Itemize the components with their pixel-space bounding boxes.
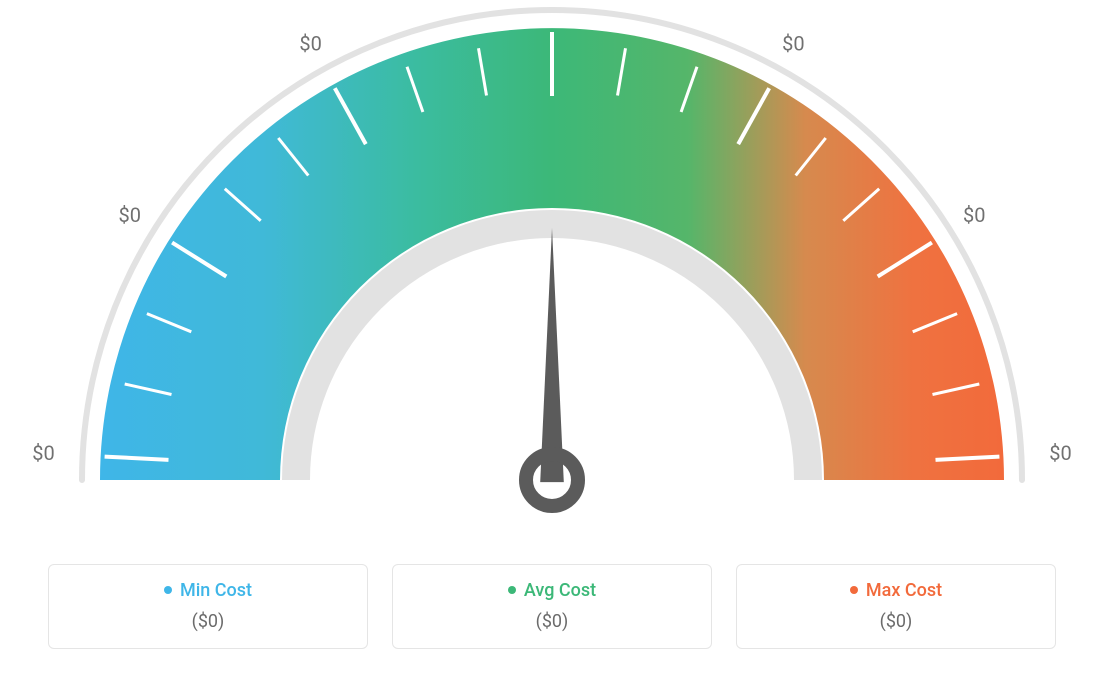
gauge-scale-label: $0: [963, 203, 985, 227]
legend-row: Min Cost ($0) Avg Cost ($0) Max Cost ($0…: [0, 564, 1104, 649]
legend-dot-icon: [508, 586, 516, 594]
legend-label-min-text: Min Cost: [180, 580, 252, 601]
legend-card-avg: Avg Cost ($0): [392, 564, 712, 649]
legend-label-avg: Avg Cost: [508, 580, 596, 601]
gauge-scale-label: $0: [32, 441, 54, 465]
gauge-scale-label: $0: [1049, 441, 1071, 465]
legend-label-avg-text: Avg Cost: [524, 580, 596, 601]
legend-card-max: Max Cost ($0): [736, 564, 1056, 649]
legend-dot-icon: [164, 586, 172, 594]
legend-card-min: Min Cost ($0): [48, 564, 368, 649]
gauge-svg: $0$0$0$0$0$0$0: [0, 0, 1104, 560]
legend-label-max-text: Max Cost: [866, 580, 942, 601]
legend-label-max: Max Cost: [850, 580, 942, 601]
legend-value-avg: ($0): [405, 611, 699, 632]
gauge-scale-label: $0: [782, 31, 804, 55]
gauge-chart: $0$0$0$0$0$0$0: [0, 0, 1104, 560]
gauge-needle: [526, 228, 578, 506]
legend-value-min: ($0): [61, 611, 355, 632]
legend-dot-icon: [850, 586, 858, 594]
legend-value-max: ($0): [749, 611, 1043, 632]
legend-label-min: Min Cost: [164, 580, 252, 601]
gauge-scale-label: $0: [118, 203, 140, 227]
gauge-scale-label: $0: [299, 31, 321, 55]
